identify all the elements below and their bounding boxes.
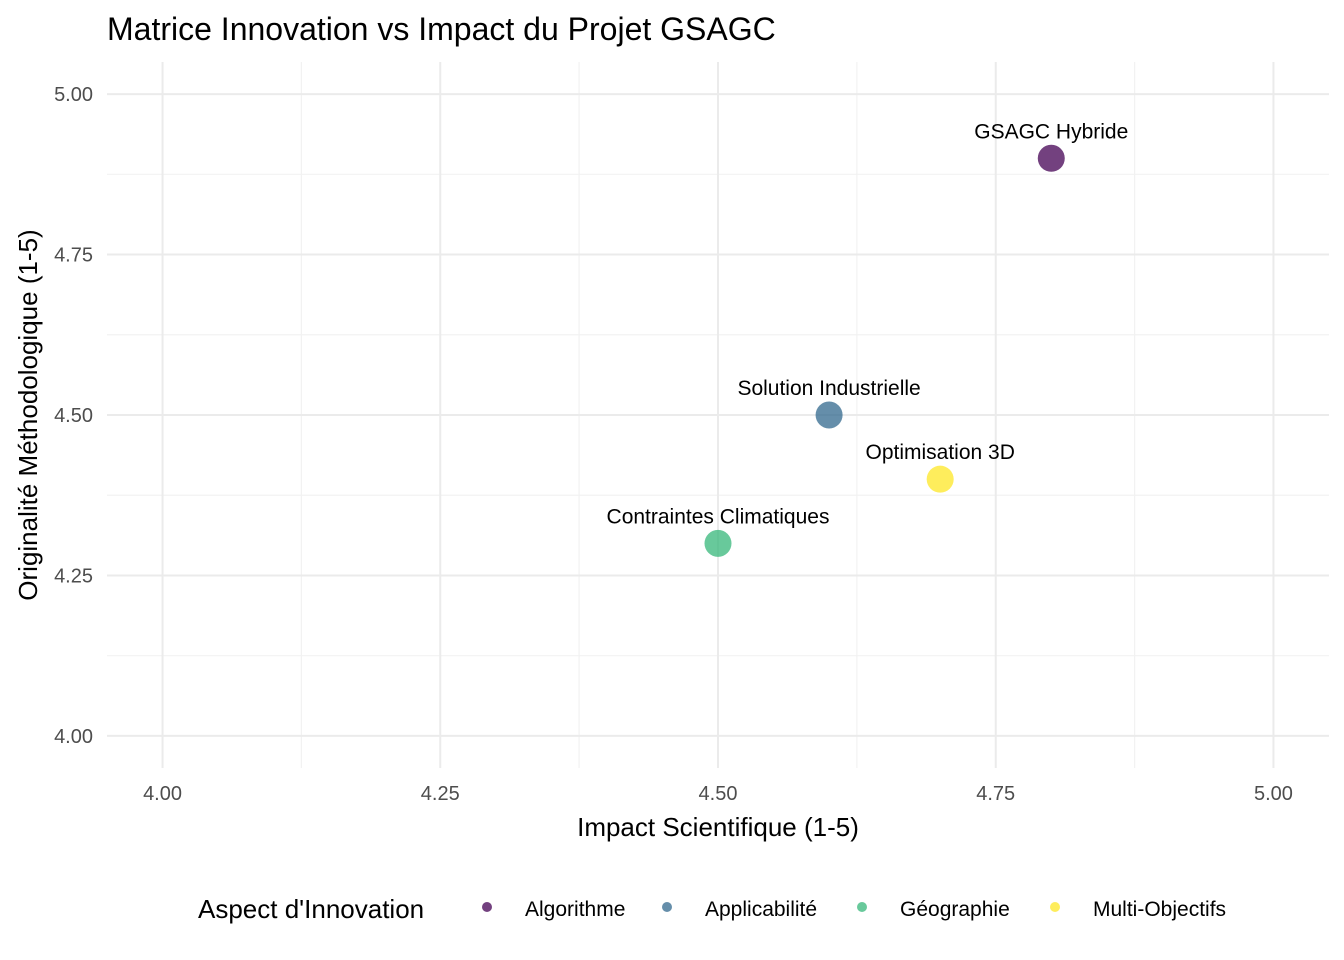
legend-key: [482, 902, 492, 912]
x-tick-label: 4.50: [699, 783, 738, 805]
data-point-label: GSAGC Hybride: [974, 120, 1128, 143]
x-tick-label: 4.75: [976, 783, 1015, 805]
chart-title: Matrice Innovation vs Impact du Projet G…: [107, 11, 776, 47]
data-points: [704, 144, 1065, 557]
data-point-label: Optimisation 3D: [865, 441, 1014, 464]
legend-label: Applicabilité: [705, 898, 817, 921]
legend-key: [662, 902, 672, 912]
y-axis-ticks: 4.00 4.25 4.50 4.75 5.00: [54, 84, 93, 748]
legend-key: [1050, 902, 1060, 912]
data-point-label: Contraintes Climatiques: [607, 505, 830, 528]
data-point: [815, 401, 843, 429]
y-tick-label: 4.25: [54, 565, 93, 587]
y-tick-label: 4.75: [54, 245, 93, 267]
point-labels: GSAGC Hybride Solution Industrielle Optimi…: [607, 120, 1129, 528]
y-tick-label: 4.50: [54, 405, 93, 427]
data-point-label: Solution Industrielle: [737, 377, 920, 400]
legend-title: Aspect d'Innovation: [198, 894, 424, 924]
data-point: [926, 465, 954, 493]
x-tick-label: 4.25: [421, 783, 460, 805]
data-point: [704, 529, 732, 557]
legend-label: Géographie: [900, 898, 1010, 921]
y-tick-label: 4.00: [54, 726, 93, 748]
legend-label: Algorithme: [525, 898, 625, 921]
legend-key: [857, 902, 867, 912]
grid: [107, 62, 1329, 768]
x-tick-label: 4.00: [143, 783, 182, 805]
x-tick-label: 5.00: [1254, 783, 1293, 805]
x-axis-title: Impact Scientifique (1-5): [577, 812, 859, 842]
data-point: [1037, 144, 1065, 172]
x-axis-ticks: 4.00 4.25 4.50 4.75 5.00: [143, 783, 1293, 805]
legend: Aspect d'Innovation Algorithme Applicabil…: [198, 894, 1226, 924]
y-tick-label: 5.00: [54, 84, 93, 106]
y-axis-title: Originalité Méthodologique (1-5): [13, 229, 43, 600]
legend-label: Multi-Objectifs: [1093, 898, 1226, 921]
